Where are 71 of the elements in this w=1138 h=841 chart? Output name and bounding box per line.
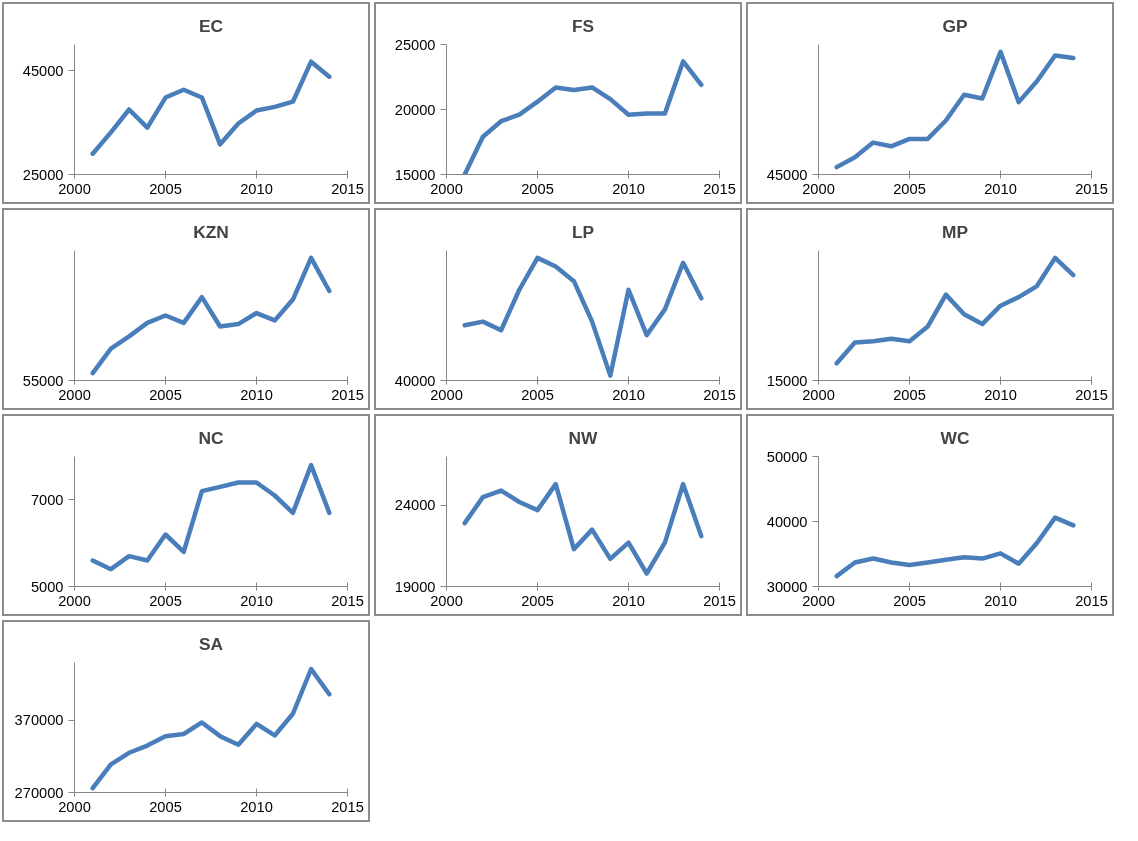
x-tick-label: 2015 [331, 592, 364, 609]
x-tick-label: 2015 [331, 180, 364, 197]
line-series [834, 515, 1076, 579]
x-tick-label: 2010 [984, 386, 1017, 403]
y-tick-label: 15000 [394, 166, 436, 183]
x-tick-label: 2010 [240, 798, 273, 815]
x-tick-label: 2005 [521, 386, 554, 403]
y-tick-label: 7000 [30, 491, 64, 508]
x-tick-label: 2005 [893, 180, 926, 197]
y-tick-label: 50000 [766, 448, 808, 465]
x-tick-label: 2005 [893, 592, 926, 609]
y-tick-label: 25000 [22, 166, 64, 183]
x-tick-label: 2010 [612, 592, 645, 609]
chart-title: GP [942, 15, 968, 36]
x-tick-label: 2005 [149, 592, 182, 609]
x-tick-label: 2005 [149, 386, 182, 403]
x-tick-label: 2005 [149, 180, 182, 197]
line-series [90, 462, 332, 572]
x-tick-label: 2010 [240, 592, 273, 609]
x-tick-label: 2005 [521, 592, 554, 609]
chart-title: NC [198, 427, 224, 448]
chart-title: WC [940, 427, 970, 448]
chart-title: FS [571, 15, 595, 36]
x-tick-label: 2000 [58, 386, 91, 403]
x-tick-label: 2005 [521, 180, 554, 197]
chart-title: NW [568, 427, 599, 448]
text: 55000 [22, 372, 64, 389]
x-tick-label: 2015 [1075, 180, 1108, 197]
line-series [462, 481, 704, 576]
x-tick-label: 2015 [1075, 386, 1108, 403]
x-tick-label: 2010 [612, 180, 645, 197]
x-tick-label: 2015 [331, 386, 364, 403]
line-series [462, 59, 704, 175]
y-tick-label: 25000 [394, 36, 436, 53]
chart-title: MP [942, 221, 968, 242]
x-tick-label: 2005 [149, 798, 182, 815]
x-tick-label: 2015 [703, 180, 736, 197]
x-tick-label: 2015 [1075, 592, 1108, 609]
chart-title: KZN [193, 221, 229, 242]
x-tick-label: 2015 [703, 386, 736, 403]
x-tick-label: 2010 [612, 386, 645, 403]
x-tick-label: 2000 [430, 592, 463, 609]
y-tick-label: 30000 [766, 578, 808, 595]
y-tick-label: 270000 [14, 784, 64, 801]
x-tick-label: 2000 [430, 386, 463, 403]
x-tick-label: 2000 [802, 386, 835, 403]
x-tick-label: 2000 [802, 180, 835, 197]
x-tick-label: 2015 [703, 592, 736, 609]
x-tick-label: 2010 [240, 180, 273, 197]
x-tick-label: 2010 [240, 386, 273, 403]
x-tick-label: 2015 [331, 798, 364, 815]
line-series [90, 59, 332, 156]
chart-title: LP [571, 221, 595, 242]
x-tick-label: 2000 [58, 592, 91, 609]
y-tick-label: 24000 [394, 497, 436, 514]
x-tick-label: 2000 [58, 798, 91, 815]
x-tick-label: 2000 [802, 592, 835, 609]
line-series [90, 666, 332, 791]
x-tick-label: 2010 [984, 180, 1017, 197]
x-tick-label: 2000 [430, 180, 463, 197]
y-tick-label: 5000 [30, 578, 64, 595]
chart-title: SA [198, 633, 224, 654]
y-tick-label: 19000 [394, 578, 436, 595]
chart-title: EC [198, 15, 224, 36]
y-tick-label: 45000 [22, 62, 64, 79]
y-tick-label: 20000 [394, 101, 436, 118]
x-tick-label: 2010 [984, 592, 1017, 609]
y-tick-label: 370000 [14, 712, 64, 729]
y-tick-label: 40000 [766, 513, 808, 530]
x-tick-label: 2000 [58, 180, 91, 197]
x-tick-label: 2005 [893, 386, 926, 403]
